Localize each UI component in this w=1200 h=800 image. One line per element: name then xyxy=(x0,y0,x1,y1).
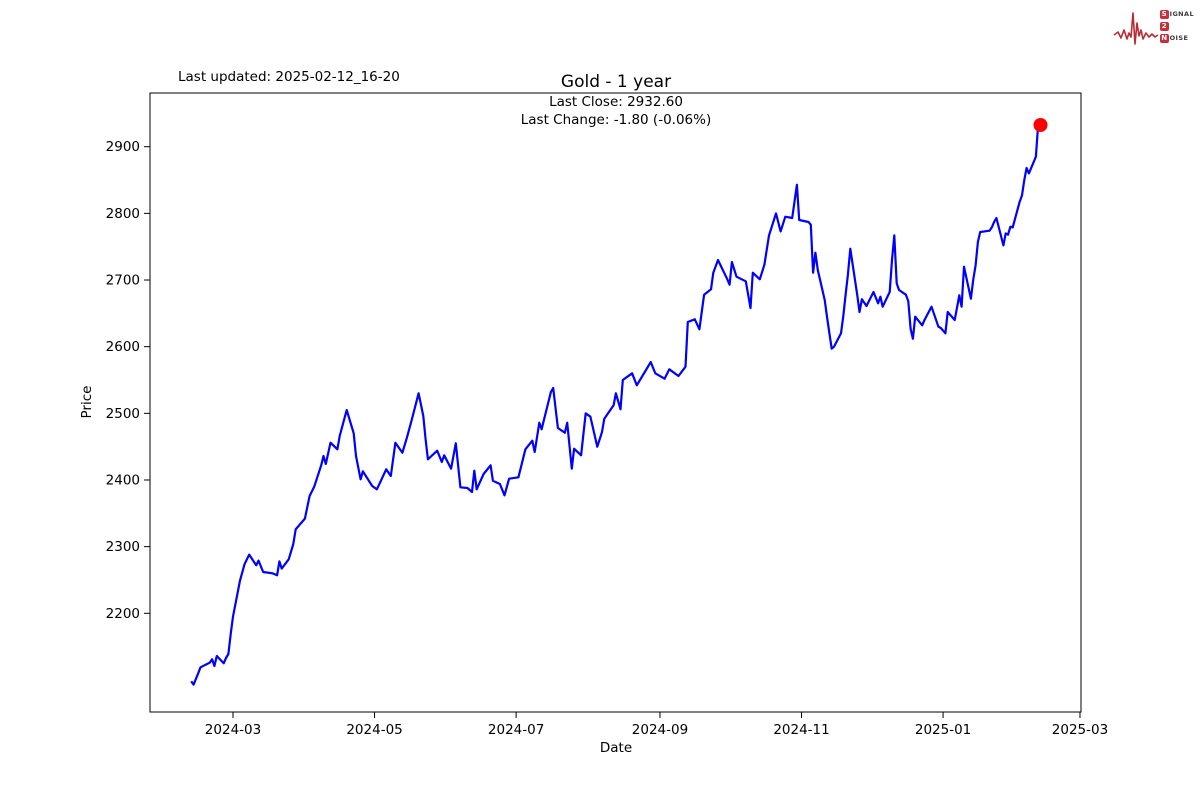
x-tick-label: 2024-03 xyxy=(205,722,261,738)
annotation-last-close: Last Close: 2932.60 xyxy=(549,94,683,110)
annotation-last-change: Last Change: -1.80 (-0.06%) xyxy=(521,112,711,128)
x-tick-label: 2024-07 xyxy=(488,722,544,738)
signal2noise-logo: S IGNAL 2 N OISE xyxy=(1113,6,1194,46)
logo-row-noise: N OISE xyxy=(1159,33,1189,43)
x-axis-ticks: 2024-03 2024-05 2024-07 2024-09 2024-11 2025-… xyxy=(205,712,1108,738)
y-tick-label: 2300 xyxy=(106,539,140,555)
x-tick-label: 2025-01 xyxy=(915,722,971,738)
x-tick-label: 2025-03 xyxy=(1052,722,1108,738)
x-tick-label: 2024-09 xyxy=(632,722,688,738)
logo-badge-n: N xyxy=(1159,33,1169,43)
y-axis-label: Price xyxy=(79,386,95,419)
logo-text: S IGNAL 2 N OISE xyxy=(1159,9,1194,44)
price-line xyxy=(190,122,1042,686)
y-tick-label: 2800 xyxy=(106,206,140,222)
x-tick-label: 2024-05 xyxy=(346,722,402,738)
chart-title: Gold - 1 year xyxy=(561,72,671,92)
ecg-waveform-icon xyxy=(1113,12,1159,45)
logo-badge-s: S xyxy=(1159,9,1169,19)
y-tick-label: 2900 xyxy=(106,139,140,155)
logo-row-signal: S IGNAL xyxy=(1159,9,1194,19)
y-tick-label: 2700 xyxy=(106,273,140,289)
logo-badge-2: 2 xyxy=(1159,21,1169,31)
y-tick-label: 2200 xyxy=(106,606,140,622)
y-tick-label: 2600 xyxy=(106,339,140,355)
y-tick-label: 2400 xyxy=(106,472,140,488)
x-tick-label: 2024-11 xyxy=(773,722,829,738)
y-tick-label: 2500 xyxy=(106,406,140,422)
last-updated-text: Last updated: 2025-02-12_16-20 xyxy=(178,69,400,85)
logo-row-2: 2 xyxy=(1159,21,1194,32)
x-axis-label: Date xyxy=(600,740,632,756)
y-axis-ticks: 2200 2300 2400 2500 2600 2700 2800 2900 xyxy=(106,139,150,622)
last-price-dot xyxy=(1033,118,1048,132)
plot-area-border xyxy=(149,92,1082,713)
